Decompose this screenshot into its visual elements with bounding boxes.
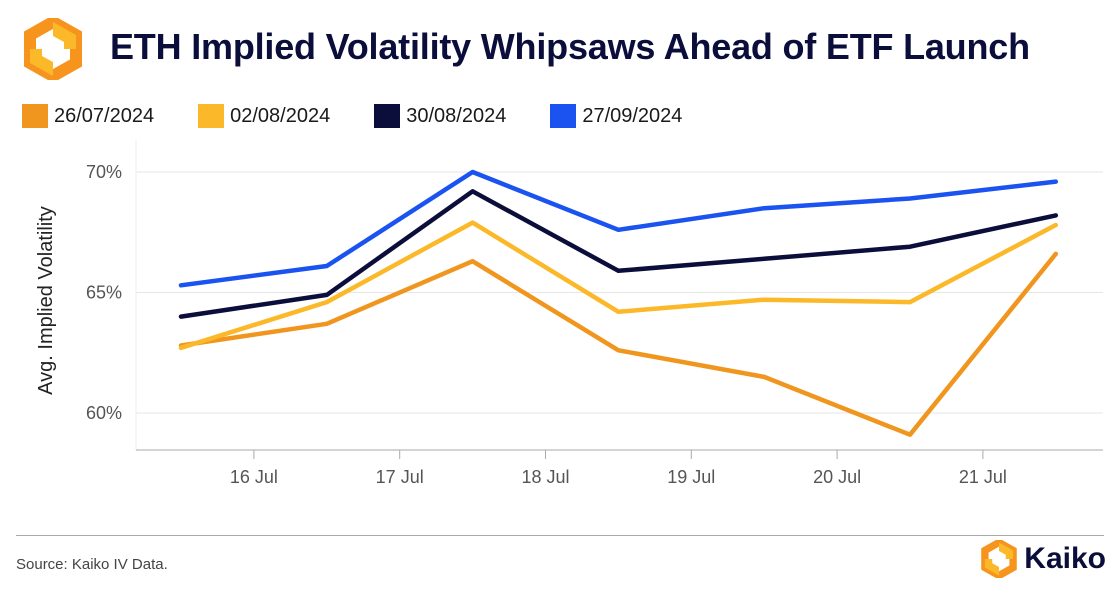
series-line [178,220,1059,351]
line-chart: 60% 65% 70% 16 Jul 17 Jul 18 Jul 19 Jul 20 Jul 2… [35,140,1103,487]
x-tick-label: 17 Jul [376,467,424,487]
legend-item: 26/07/2024 [22,104,154,128]
legend-label: 26/07/2024 [54,104,155,127]
legend-swatch [374,104,401,128]
kaiko-hexagon-icon [981,540,1018,578]
x-tick-label: 18 Jul [521,467,569,487]
legend-swatch [550,104,577,128]
legend-item: 02/08/2024 [198,104,330,128]
y-axis-title: Avg. Implied Volatility [35,206,57,395]
legend-item: 27/09/2024 [550,104,682,128]
legend: 26/07/2024 02/08/2024 30/08/2024 27/09/2024 [22,104,726,128]
chart-title: ETH Implied Volatility Whipsaws Ahead of… [110,26,1030,67]
series-line [178,251,1059,437]
kaiko-hexagon-icon [24,18,82,80]
y-tick-label: 70% [86,162,122,182]
brand-logo: Kaiko [980,540,1106,578]
legend-swatch [22,104,48,128]
legend-item: 30/08/2024 [374,104,506,128]
x-tick-label: 21 Jul [959,467,1007,487]
y-tick-label: 65% [86,283,122,303]
x-tick-label: 16 Jul [230,467,278,487]
series-line [178,189,1059,319]
x-tick-label: 20 Jul [813,467,861,487]
legend-label: 02/08/2024 [230,104,331,127]
series-line [178,169,1059,288]
legend-label: 27/09/2024 [582,104,683,127]
legend-label: 30/08/2024 [406,104,507,127]
x-tick-label: 19 Jul [667,467,715,487]
brand-name: Kaiko [1024,542,1106,575]
legend-swatch [198,104,225,128]
source-note: Source: Kaiko IV Data. [16,556,168,573]
y-tick-label: 60% [86,403,122,423]
footer-divider [16,535,1104,536]
